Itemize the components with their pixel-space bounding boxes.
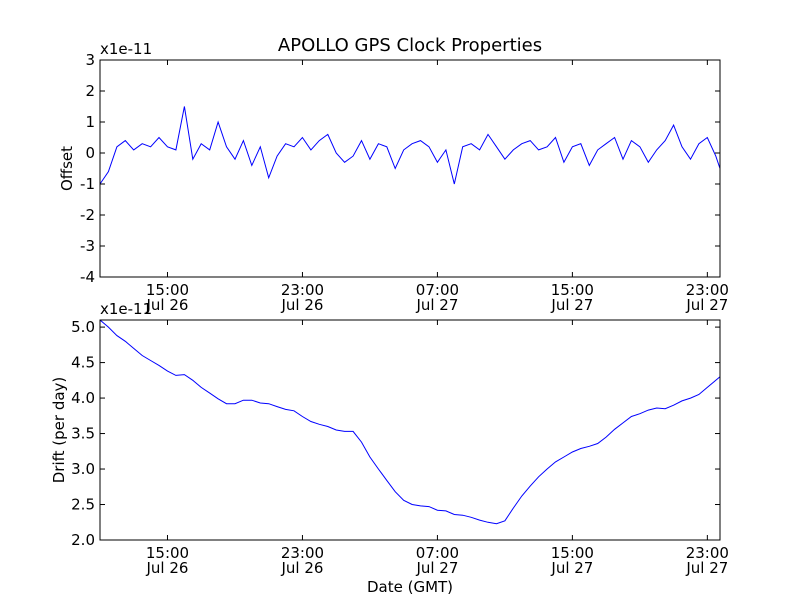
drift-y-axis-label: Drift (per day) [50,377,68,484]
offset-y-tick-label: -2 [80,206,95,224]
drift-y-tick-label: 4.0 [71,389,95,407]
offset-x-tick-time: 23:00 [686,281,729,299]
offset-x-tick-date: Jul 27 [550,296,593,314]
offset-y-tick-label: -1 [80,175,95,193]
drift-x-tick-date: Jul 27 [550,559,593,577]
drift-y-tick-label: 2.0 [71,531,95,549]
drift-x-tick-time: 23:00 [281,544,324,562]
drift-y-tick-label: 4.5 [71,354,95,372]
offset-x-tick-time: 15:00 [551,281,594,299]
offset-x-tick-date: Jul 26 [280,296,323,314]
drift-x-tick-time: 23:00 [686,544,729,562]
drift-x-tick-date: Jul 27 [685,559,728,577]
drift-x-tick-time: 15:00 [551,544,594,562]
drift-y-tick-label: 2.5 [71,496,95,514]
offset-series-line [99,106,721,185]
offset-y-axis-label: Offset [58,146,76,191]
offset-x-tick-time: 07:00 [416,281,459,299]
drift-series-line [99,319,721,525]
offset-scale-label: x1e-11 [100,40,152,58]
offset-x-tick-date: Jul 26 [146,296,189,314]
offset-plot-frame [99,59,721,278]
offset-x-tick-date: Jul 27 [415,296,458,314]
drift-x-tick-date: Jul 27 [415,559,458,577]
drift-y-tick-label: 3.5 [71,425,95,443]
drift-y-tick-label: 3.0 [71,460,95,478]
drift-y-tick-label: 5.0 [71,318,95,336]
drift-scale-label: x1e-11 [100,300,152,318]
offset-x-tick-time: 15:00 [146,281,189,299]
offset-x-tick-time: 23:00 [281,281,324,299]
offset-y-tick-label: 2 [85,82,95,100]
drift-x-tick-time: 15:00 [146,544,189,562]
offset-y-tick-label: 0 [85,144,95,162]
drift-x-tick-time: 07:00 [416,544,459,562]
offset-x-tick-date: Jul 27 [685,296,728,314]
chart-title: APOLLO GPS Clock Properties [278,35,542,56]
drift-x-tick-date: Jul 26 [146,559,189,577]
offset-y-tick-label: 1 [85,113,95,131]
offset-y-tick-label: -3 [80,237,95,255]
drift-x-axis-label: Date (GMT) [367,578,453,596]
offset-y-tick-label: 3 [85,51,95,69]
offset-y-tick-label: -4 [80,268,95,286]
drift-x-tick-date: Jul 26 [280,559,323,577]
drift-plot-frame [99,319,721,541]
